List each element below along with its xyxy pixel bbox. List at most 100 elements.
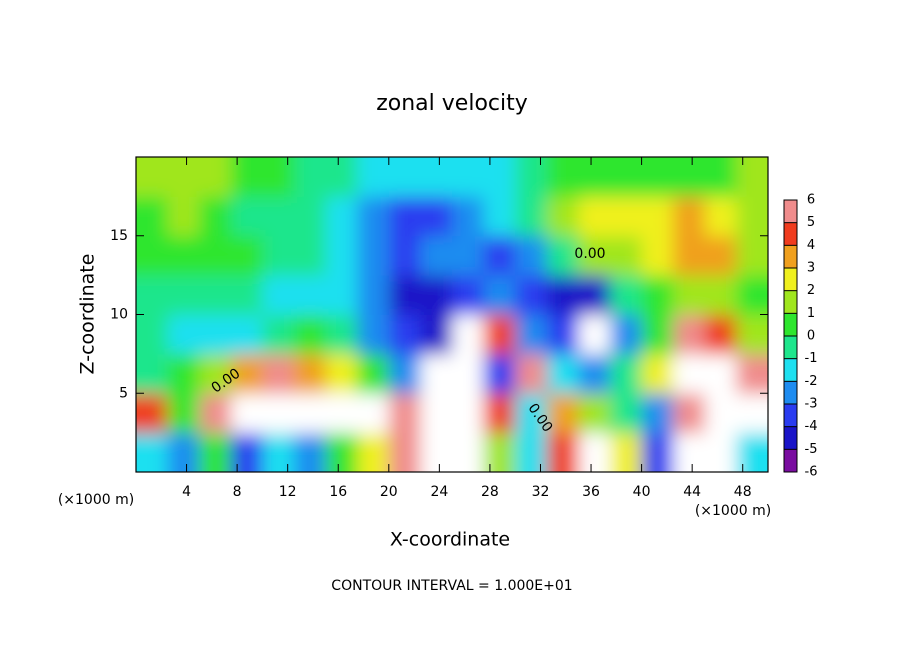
cell [610,235,643,276]
cell [641,432,674,472]
cell [515,157,548,197]
cell [578,432,611,472]
colorbar-label: 2 [807,283,815,298]
cell [262,353,295,394]
footer: CONTOUR INTERVAL = 1.000E+01 [331,578,572,594]
colorbar-label: -3 [805,397,818,412]
cell [546,235,579,276]
cell [136,275,169,315]
cell [357,275,390,315]
cell [641,393,674,434]
cell [578,353,611,394]
cell [546,314,579,355]
cell [199,393,232,434]
cell [136,353,169,394]
cell [388,275,421,315]
x-tick-label: 28 [481,484,499,500]
cell [704,157,737,197]
cell [704,314,737,355]
cell [515,235,548,276]
cell [388,235,421,276]
cell [610,314,643,355]
cell [452,157,485,197]
cell [325,196,358,237]
cell [578,275,611,315]
cell [736,235,768,276]
cell [483,353,516,394]
cell [736,157,768,197]
colorbar-label: 0 [807,329,815,344]
cell [546,196,579,237]
cell [641,196,674,237]
cell [388,432,421,472]
colorbar-label: -5 [805,442,818,457]
cell [673,393,706,434]
cell [515,275,548,315]
cell [199,314,232,355]
cell [230,314,263,355]
cell [167,275,200,315]
y-tick-label: 5 [119,385,128,401]
cell [704,196,737,237]
cell [262,432,295,472]
cell [546,432,579,472]
cell [325,314,358,355]
cell [325,393,358,434]
colorbar-label: 4 [807,238,815,253]
cell [641,275,674,315]
x-unit-label: (×1000 m) [695,503,771,519]
colorbar-swatch [784,381,797,404]
cell [325,432,358,472]
cell [452,196,485,237]
cell [420,314,453,355]
chart-title: zonal velocity [376,91,528,116]
cell [357,196,390,237]
cell [452,314,485,355]
cell [167,314,200,355]
cell [357,157,390,197]
cell [452,235,485,276]
cell [294,157,327,197]
cell [167,432,200,472]
cells [136,157,768,472]
cell [673,432,706,472]
cell [546,157,579,197]
x-tick-label: 32 [532,484,550,500]
cell [262,314,295,355]
cell [578,196,611,237]
colorbar-swatch [784,222,797,246]
cell [452,393,485,434]
cell [230,353,263,394]
x-tick-label: 48 [734,484,752,500]
cell [420,353,453,394]
cell [136,314,169,355]
colorbar-label: 1 [807,306,815,321]
cell [199,275,232,315]
axes: 4 8 12 16 20 24 28 32 36 40 44 4851015-6-5-4-3-2-10… [110,157,817,500]
cell [294,432,327,472]
x-axis-label: X-coordinate [390,529,510,551]
x-tick-label: 36 [582,484,600,500]
cell [294,314,327,355]
cell [641,235,674,276]
contour-label: 0.00 [574,246,605,262]
cell [262,393,295,434]
cell [199,196,232,237]
cell [199,353,232,394]
cell [483,314,516,355]
colorbar-label: -4 [805,419,818,434]
cell [673,196,706,237]
x-tick-label: 40 [633,484,651,500]
cell [294,393,327,434]
cell [641,157,674,197]
cell [452,275,485,315]
cell [136,432,169,472]
cell [357,314,390,355]
cell [483,235,516,276]
x-tick-label: 4 [182,484,191,500]
cell [736,353,768,394]
cell [610,393,643,434]
cell [704,353,737,394]
colorbar-swatch [784,290,797,314]
